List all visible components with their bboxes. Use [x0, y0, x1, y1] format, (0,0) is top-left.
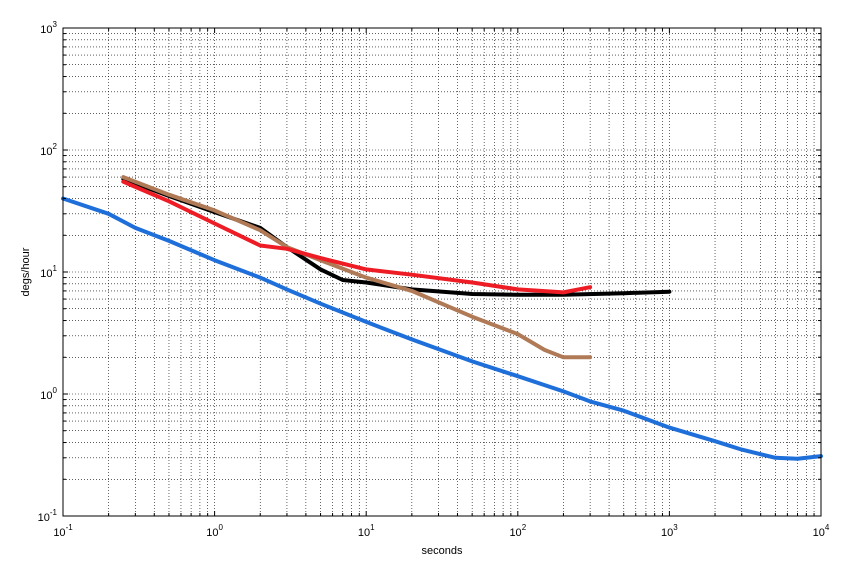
x-axis-label: seconds — [422, 545, 463, 557]
x-tick-label: 100 — [206, 523, 223, 539]
x-tick-label: 102 — [509, 523, 526, 539]
axis-ticks — [63, 28, 821, 516]
series-line-4 — [121, 179, 593, 295]
x-tick-label: 101 — [358, 523, 375, 539]
x-tick-label-base: 10 — [813, 527, 825, 539]
x-tick-label-exponent: 3 — [673, 523, 678, 532]
x-tick-label-exponent: 2 — [522, 523, 527, 532]
y-tick-label-base: 10 — [40, 268, 52, 280]
y-tick-label: 102 — [40, 142, 57, 158]
y-tick-label: 100 — [40, 386, 57, 402]
x-tick-label-base: 10 — [358, 527, 370, 539]
y-tick-label-base: 10 — [40, 390, 52, 402]
y-tick-label-base: 10 — [40, 146, 52, 158]
x-tick-label-exponent: 1 — [370, 523, 375, 532]
y-tick-label-exponent: 0 — [53, 386, 58, 395]
x-tick-label-base: 10 — [661, 527, 673, 539]
x-tick-labels: 10-1 100 101 102 103 104 — [53, 523, 830, 539]
x-tick-label: 104 — [813, 523, 830, 539]
x-tick-label-exponent: 0 — [218, 523, 223, 532]
series-line-3 — [121, 175, 593, 360]
x-tick-label-base: 10 — [53, 527, 65, 539]
y-tick-label-exponent: 2 — [53, 142, 58, 151]
series-layer — [61, 175, 823, 461]
y-axis-label: degs/hour — [20, 247, 32, 296]
y-tick-label: 10-1 — [38, 508, 58, 524]
y-tick-label-base: 10 — [40, 24, 52, 36]
grid — [63, 28, 821, 516]
series-line-1 — [61, 196, 823, 461]
y-tick-label: 101 — [40, 264, 57, 280]
x-tick-label: 10-1 — [53, 523, 73, 539]
x-tick-label-base: 10 — [206, 527, 218, 539]
x-tick-label: 103 — [661, 523, 678, 539]
x-tick-label-exponent: 4 — [825, 523, 830, 532]
y-tick-label-exponent: 3 — [53, 20, 58, 29]
y-tick-label-base: 10 — [38, 512, 50, 524]
y-tick-label-exponent: 1 — [53, 264, 58, 273]
y-tick-label: 103 — [40, 20, 57, 36]
y-tick-label-exponent: -1 — [50, 508, 58, 517]
x-tick-label-base: 10 — [509, 527, 521, 539]
x-tick-label-exponent: -1 — [66, 523, 74, 532]
